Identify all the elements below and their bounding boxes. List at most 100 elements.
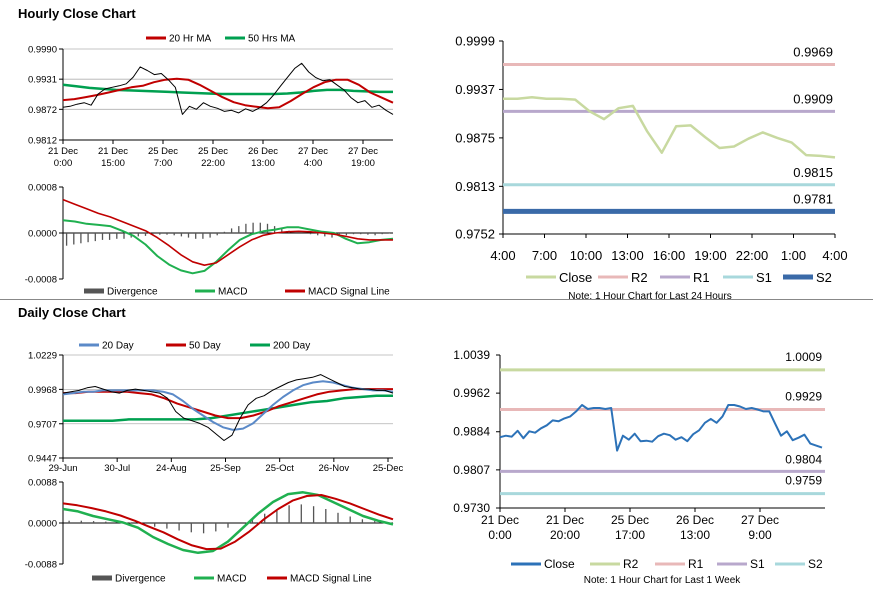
x-tick-label: 7:00 [532, 248, 557, 263]
level-s2-label: 0.9781 [793, 191, 833, 206]
legend-200-day: 200 Day [273, 341, 310, 352]
ma20-line [62, 380, 394, 431]
x-tick-label: 22:00 [201, 158, 225, 169]
legend-s1: S1 [756, 270, 772, 285]
y-tick-label: 0.0000 [28, 229, 57, 240]
ma20-line [62, 77, 394, 110]
legend-r1: R1 [693, 270, 710, 285]
x-tick-label: 20:00 [550, 528, 580, 542]
y-tick-label: 0.0008 [28, 183, 57, 194]
close-line [503, 96, 836, 159]
x-tick-label: 19:00 [351, 158, 375, 169]
x-tick-label: 19:00 [694, 248, 727, 263]
y-tick-label: 0.9812 [28, 136, 57, 147]
daily-section-title: Daily Close Chart [18, 305, 126, 320]
legend-macd: MACD [218, 287, 247, 298]
legend-macd: MACD [217, 574, 246, 585]
x-tick-label: 21 Dec [546, 513, 584, 527]
x-tick-label: 27 Dec [741, 513, 779, 527]
x-tick-label: 21 Dec [481, 513, 519, 527]
x-tick-label: 13:00 [611, 248, 644, 263]
x-tick-label: 25-Oct [265, 463, 294, 474]
x-tick-label: 9:00 [748, 528, 772, 542]
level-r2-label: 1.0009 [785, 350, 822, 364]
legend-close: Close [544, 557, 575, 571]
legend-r2: R2 [623, 557, 639, 571]
y-tick-label: 0.9807 [453, 463, 490, 477]
hourly-section-title: Hourly Close Chart [18, 6, 136, 21]
x-tick-label: 24-Aug [156, 463, 187, 474]
x-tick-label: 26 Dec [676, 513, 714, 527]
y-tick-label: 0.9730 [453, 501, 490, 515]
y-tick-label: 0.9931 [28, 75, 57, 86]
close-line [499, 404, 823, 452]
level-r1-label: 0.9909 [793, 91, 833, 106]
x-tick-label: 25-Sep [210, 463, 241, 474]
x-tick-label: 27 Dec [298, 146, 328, 157]
y-tick-label: 0.9447 [28, 454, 57, 465]
legend-s2: S2 [816, 270, 832, 285]
y-tick-label: 0.9937 [455, 82, 495, 97]
signal-line [62, 494, 394, 551]
signal-line [62, 198, 393, 267]
y-tick-label: 0.0000 [28, 519, 57, 530]
legend-divergence: Divergence [115, 574, 166, 585]
macd-line [62, 491, 394, 555]
level-s2-label: 0.9759 [785, 474, 822, 488]
x-tick-label: 21 Dec [48, 146, 78, 157]
x-tick-label: 17:00 [615, 528, 645, 542]
y-tick-label: 0.0088 [28, 478, 57, 489]
x-tick-label: 4:00 [822, 248, 847, 263]
x-tick-label: 0:00 [54, 158, 73, 169]
y-tick-label: 0.9884 [453, 425, 490, 439]
x-tick-label: 13:00 [251, 158, 275, 169]
legend-divergence: Divergence [107, 287, 158, 298]
x-tick-label: 26-Nov [319, 463, 350, 474]
y-tick-label: -0.0008 [25, 275, 57, 286]
price-line [62, 62, 394, 115]
legend-20-day: 20 Day [102, 341, 134, 352]
y-tick-label: 0.9752 [455, 227, 495, 242]
x-tick-label: 29-Jun [48, 463, 77, 474]
x-tick-label: 25 Dec [198, 146, 228, 157]
ma50-line [63, 388, 393, 420]
price-line [62, 374, 394, 441]
x-tick-label: 15:00 [101, 158, 125, 169]
level-s1-label: 0.9815 [793, 165, 833, 180]
x-tick-label: 4:00 [490, 248, 515, 263]
legend-r1: R1 [688, 557, 704, 571]
legend-s2: S2 [808, 557, 823, 571]
level-r1-label: 0.9929 [785, 389, 822, 403]
x-tick-label: 4:00 [304, 158, 323, 169]
legend-signal: MACD Signal Line [308, 287, 390, 298]
x-tick-label: 16:00 [653, 248, 686, 263]
y-tick-label: 1.0039 [453, 348, 490, 362]
x-tick-label: 13:00 [680, 528, 710, 542]
section-divider [0, 299, 873, 300]
y-tick-label: 1.0229 [28, 351, 57, 362]
chart-note: Note: 1 Hour Chart for Last 24 Hours [568, 291, 731, 302]
y-tick-label: -0.0088 [25, 560, 57, 571]
x-tick-label: 0:00 [488, 528, 512, 542]
legend-s1: S1 [750, 557, 765, 571]
y-tick-label: 0.9999 [455, 34, 495, 49]
x-tick-label: 30-Jul [104, 463, 130, 474]
y-tick-label: 0.9962 [453, 386, 490, 400]
x-tick-label: 25 Dec [611, 513, 649, 527]
x-tick-label: 25 Dec [148, 146, 178, 157]
x-tick-label: 26 Dec [248, 146, 278, 157]
y-tick-label: 0.9968 [28, 385, 57, 396]
x-tick-label: 21 Dec [98, 146, 128, 157]
y-tick-label: 0.9707 [28, 419, 57, 430]
x-tick-label: 27 Dec [348, 146, 378, 157]
ma200-line [63, 394, 393, 422]
legend-signal: MACD Signal Line [290, 574, 372, 585]
legend-close: Close [559, 270, 592, 285]
legend-50hr-ma: 50 Hrs MA [248, 34, 296, 45]
